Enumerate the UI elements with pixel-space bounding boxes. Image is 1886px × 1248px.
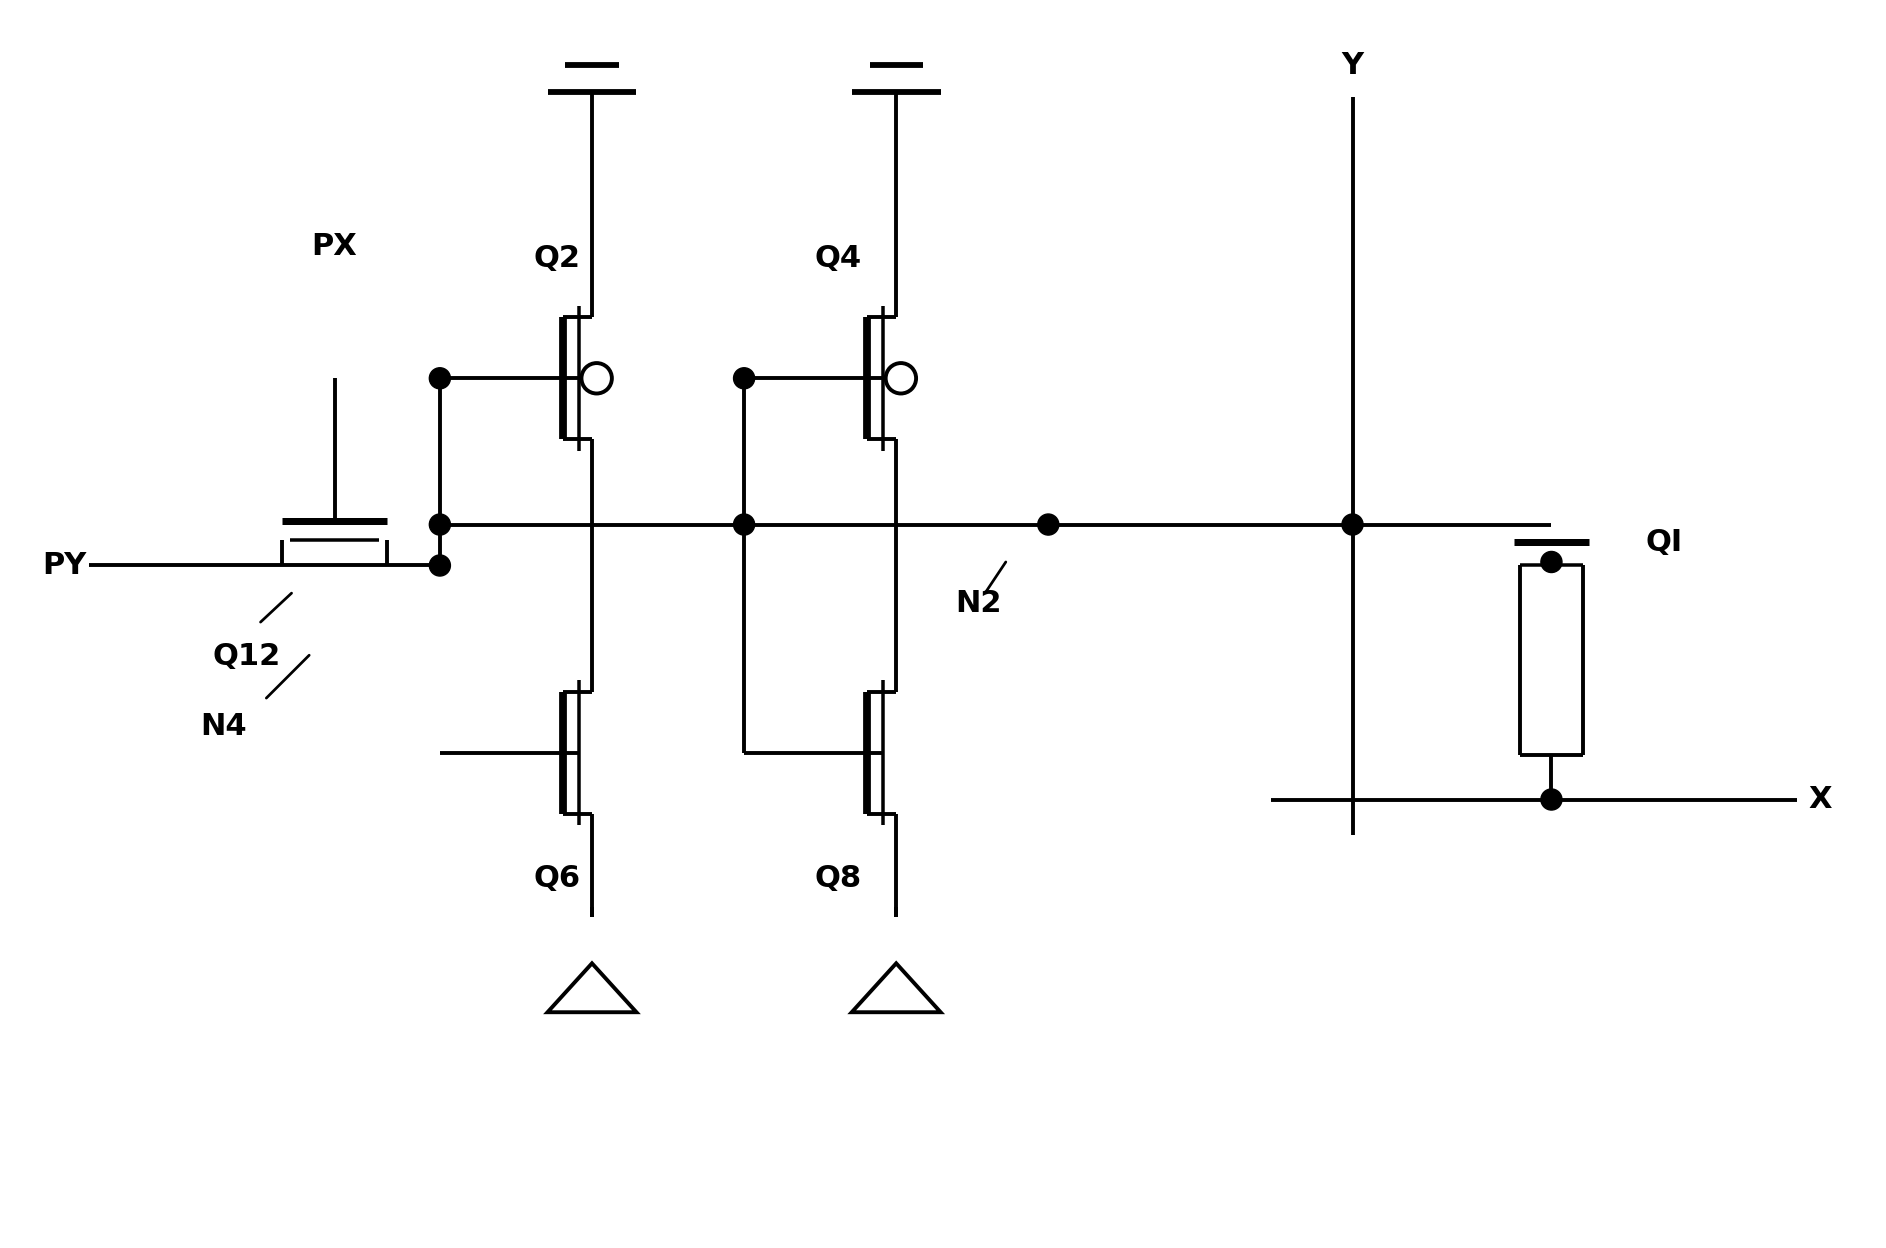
Circle shape [581, 363, 611, 393]
Text: Q4: Q4 [815, 243, 862, 273]
Text: X: X [1809, 785, 1833, 814]
Text: Q12: Q12 [213, 641, 281, 670]
Text: QI: QI [1645, 528, 1682, 557]
Text: Q8: Q8 [815, 864, 862, 892]
Text: PX: PX [311, 232, 358, 261]
Circle shape [1343, 514, 1364, 535]
Circle shape [430, 514, 451, 535]
Circle shape [1541, 789, 1562, 810]
Text: Q2: Q2 [534, 243, 581, 273]
Circle shape [734, 514, 754, 535]
Circle shape [1541, 552, 1562, 573]
Circle shape [886, 363, 917, 393]
Circle shape [430, 555, 451, 577]
Text: N4: N4 [200, 711, 247, 741]
Text: Y: Y [1341, 51, 1364, 80]
Circle shape [734, 368, 754, 389]
Circle shape [430, 368, 451, 389]
Text: N2: N2 [954, 589, 1001, 618]
Text: PY: PY [41, 552, 87, 580]
Circle shape [1037, 514, 1058, 535]
Text: Q6: Q6 [534, 864, 581, 892]
